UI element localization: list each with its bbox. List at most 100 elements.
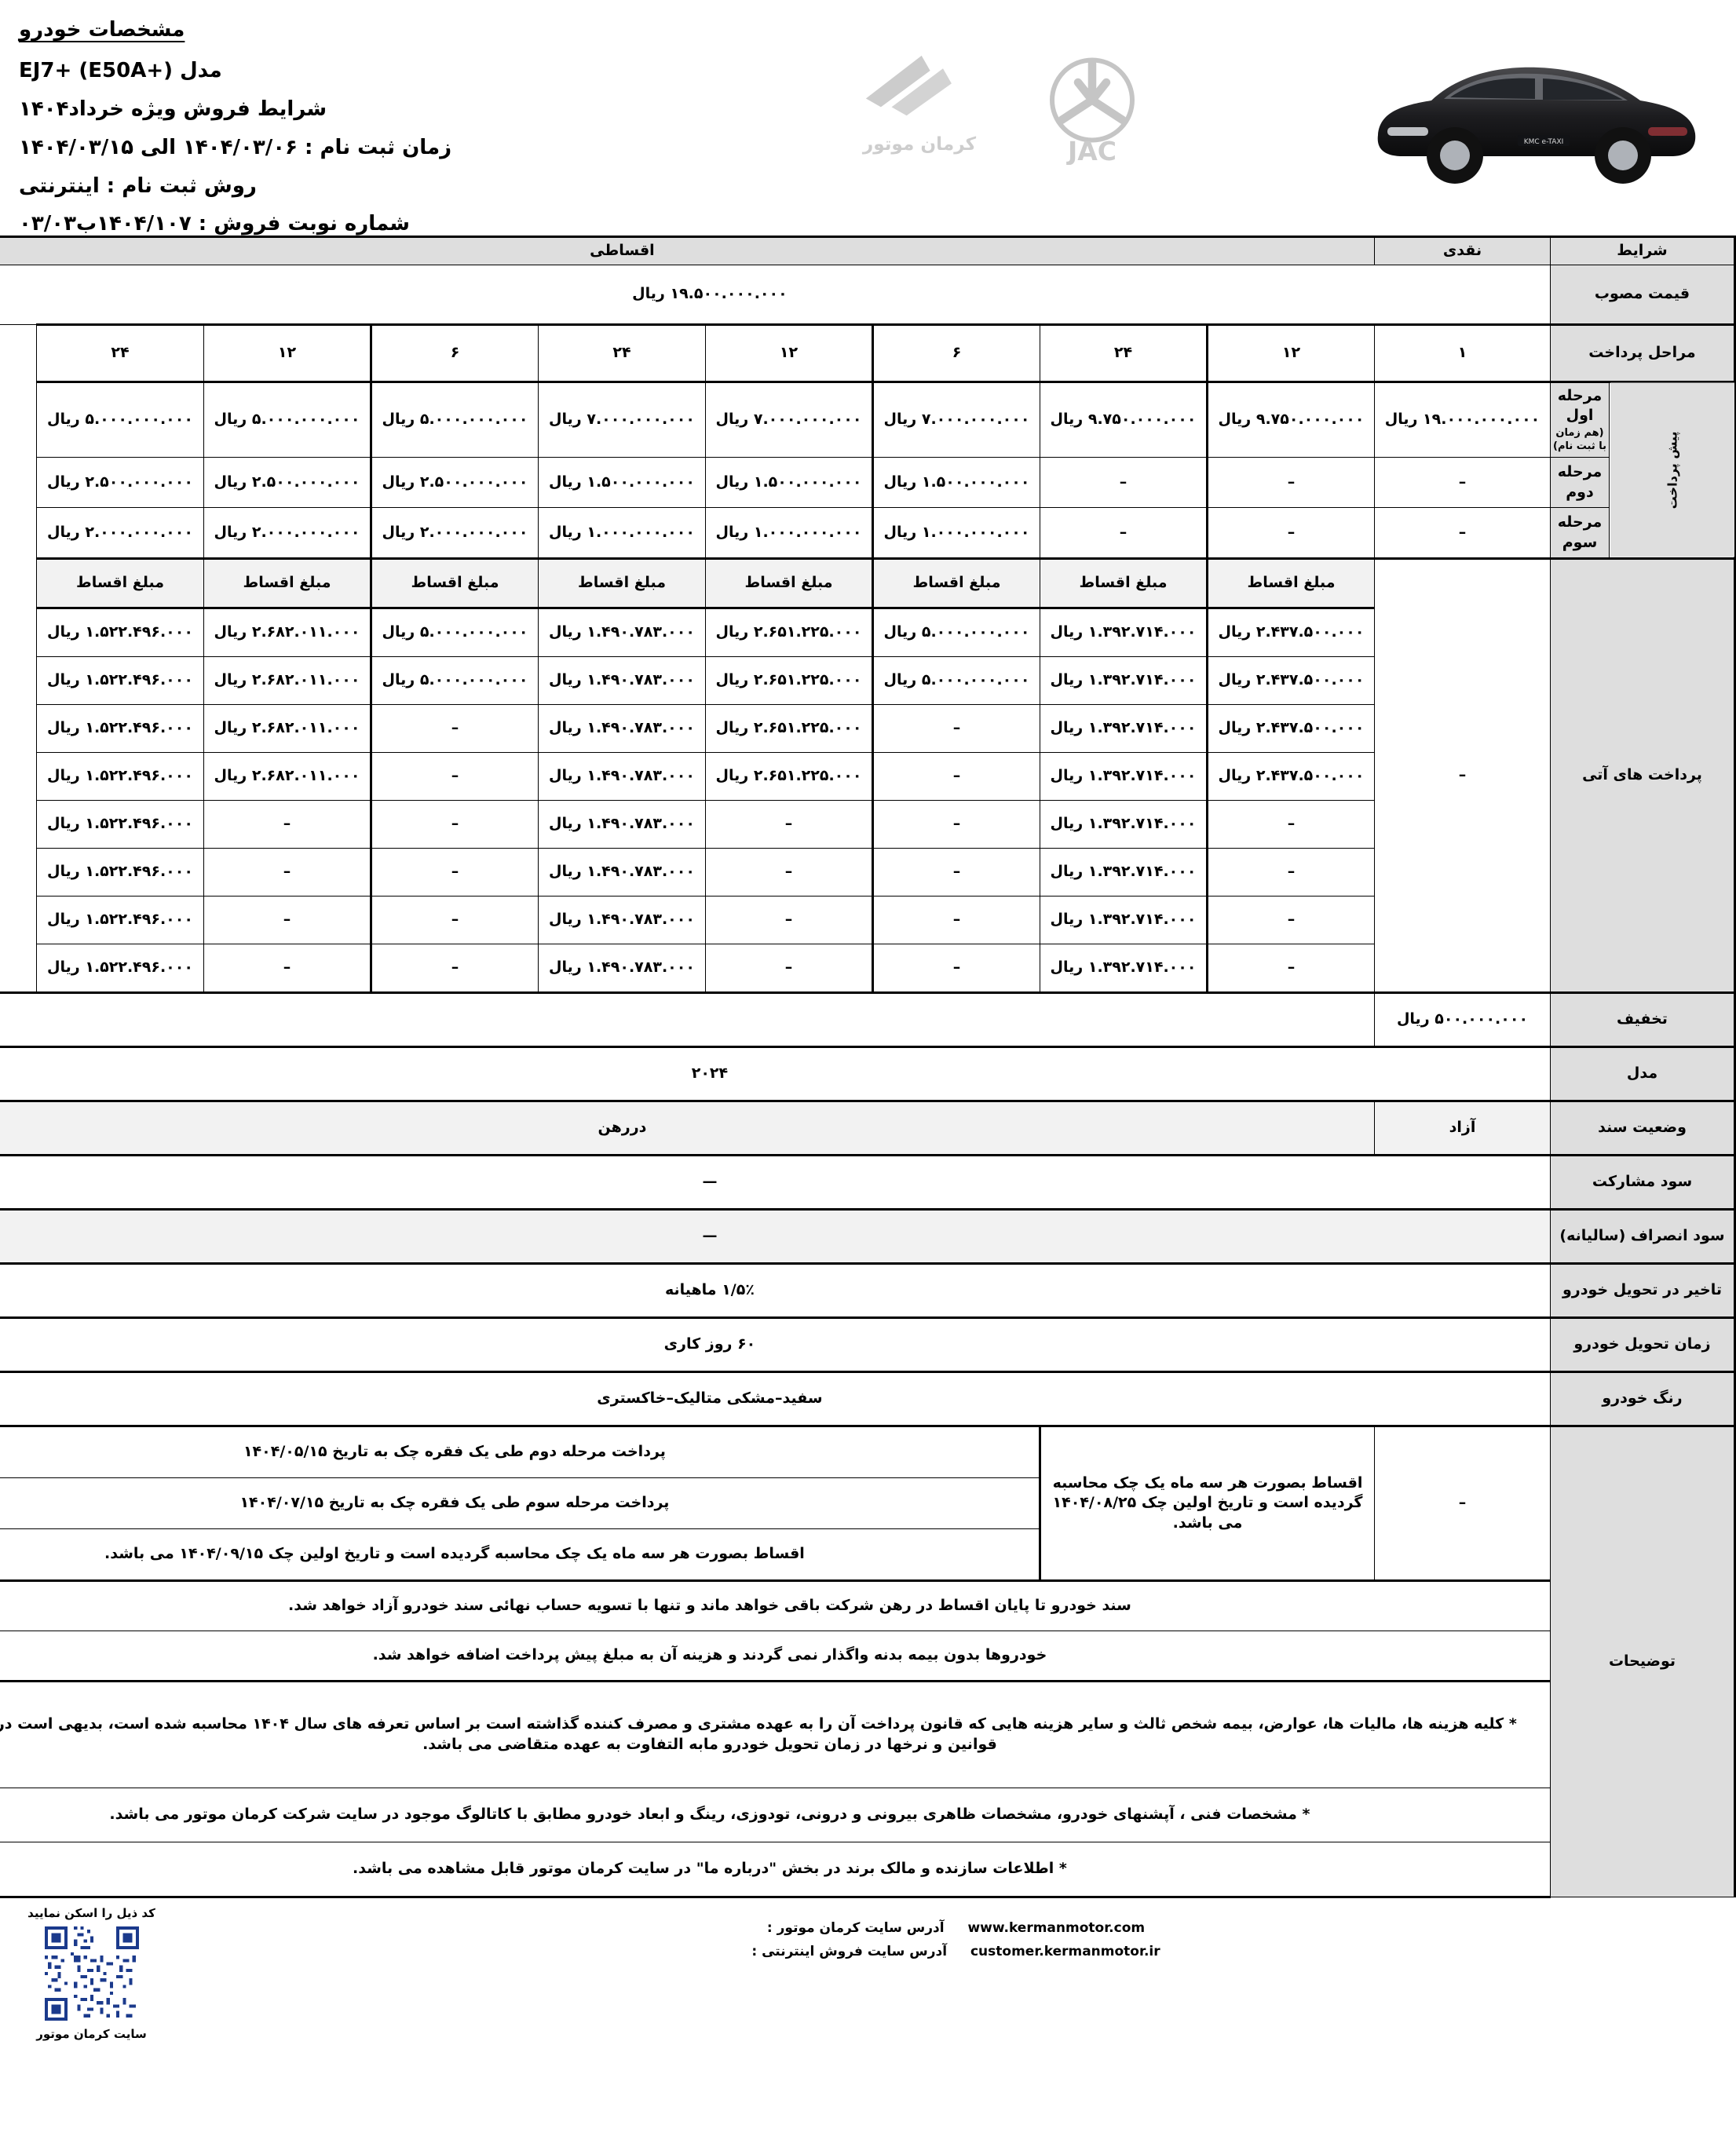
installment-r7-c6: – bbox=[203, 944, 371, 994]
installment-r4-c6: – bbox=[203, 800, 371, 849]
sales-site-url[interactable]: customer.kermanmotor.ir bbox=[970, 1944, 1160, 1960]
stage-three-value-5: ۱.۰۰۰.۰۰۰.۰۰۰ ریال bbox=[538, 507, 706, 560]
installment-r6-c3: – bbox=[705, 896, 873, 945]
installment-r3-c3: ۲.۶۵۱.۲۲۵.۰۰۰ ریال bbox=[705, 752, 873, 802]
label-delivery-time: زمان تحویل خودرو bbox=[1550, 1316, 1736, 1373]
installment-r3-c4: ۱.۴۹۰.۷۸۳.۰۰۰ ریال bbox=[538, 752, 706, 802]
row-car-color: رنگ خودرو سفید–مشکی متالیک–خاکستری bbox=[0, 1371, 1736, 1427]
header-cash: نقدی bbox=[1374, 236, 1551, 265]
installment-r0-c5: ۵.۰۰۰.۰۰۰.۰۰۰ ریال bbox=[370, 607, 539, 658]
stage-one-value-5: ۷.۰۰۰.۰۰۰.۰۰۰ ریال bbox=[538, 380, 706, 458]
installment-row: – ۱.۳۹۲.۷۱۴.۰۰۰ ریال – – ۱.۴۹۰.۷۸۳.۰۰۰ ر… bbox=[0, 848, 1735, 897]
stage-one-value-1: ۹.۷۵۰.۰۰۰.۰۰۰ ریال bbox=[1206, 380, 1375, 458]
row-payment-stages: مراحل پرداخت ۱ ۱۲ ۲۴ ۶ ۱۲ ۲۴ ۶ ۱۲ ۲۴ bbox=[0, 323, 1736, 382]
cancellation-profit-value: — bbox=[0, 1208, 1551, 1265]
installment-r2-c2: – bbox=[872, 704, 1040, 754]
stage-two-value-1: – bbox=[1206, 457, 1375, 509]
installment-r7-c4: ۱.۴۹۰.۷۸۳.۰۰۰ ریال bbox=[538, 944, 706, 994]
model-line: مدل (+E50A) +EJ7 bbox=[19, 58, 222, 82]
stage-two-value-3: ۱.۵۰۰.۰۰۰.۰۰۰ ریال bbox=[872, 457, 1040, 509]
descriptions-full-1: خودروها بدون بیمه بدنه واگذار نمی گردند … bbox=[0, 1631, 1551, 1682]
installment-r4-c4: ۱.۴۹۰.۷۸۳.۰۰۰ ریال bbox=[538, 800, 706, 849]
installment-amount-header-3: مبلغ اقساط bbox=[705, 557, 873, 609]
document-status-cash: آزاد bbox=[1374, 1100, 1551, 1156]
row-stage-one: پیش پرداخت مرحله اول (هم زمان با ثبت نام… bbox=[0, 380, 1735, 559]
installment-r6-c0: – bbox=[1206, 896, 1375, 945]
descriptions-left-1: پرداخت مرحله دوم طی یک فقره چک به تاریخ … bbox=[0, 1425, 1041, 1479]
label-model-year: مدل bbox=[1550, 1046, 1736, 1102]
installment-row: ۲.۴۳۷.۵۰۰.۰۰۰ ریال ۱.۳۹۲.۷۱۴.۰۰۰ ریال – … bbox=[0, 704, 1735, 754]
stage-count-5: ۲۴ bbox=[538, 323, 706, 382]
future-payments-cash-cell: – bbox=[1374, 557, 1551, 994]
installment-amount-header-0: مبلغ اقساط bbox=[1206, 557, 1375, 609]
installment-amount-header-1: مبلغ اقساط bbox=[1040, 557, 1208, 609]
row-descriptions-1: توضیحات – اقساط بصورت هر سه ماه یک چک مح… bbox=[0, 1425, 1736, 1898]
row-participation-profit: سود مشارکت — bbox=[0, 1154, 1736, 1211]
stage-three-value-6: ۲.۰۰۰.۰۰۰.۰۰۰ ریال bbox=[370, 507, 539, 560]
brand-logos: JAC کرمان موتور bbox=[694, 14, 1309, 168]
installment-r5-c5: – bbox=[370, 848, 539, 897]
descriptions-full-4: * اطلاعات سازنده و مالک برند در بخش "درب… bbox=[0, 1842, 1551, 1899]
svg-text:KMC e-TAXI: KMC e-TAXI bbox=[1524, 138, 1564, 146]
installment-r1-c7: ۱.۵۲۲.۴۹۶.۰۰۰ ریال bbox=[36, 656, 204, 706]
installment-r6-c6: – bbox=[203, 896, 371, 945]
sale-conditions-table: شرایط نقدی اقساطی قیمت مصوب ۱۹.۵۰۰.۰۰۰.۰… bbox=[0, 236, 1736, 1899]
installment-row: ۲.۴۳۷.۵۰۰.۰۰۰ ریال ۱.۳۹۲.۷۱۴.۰۰۰ ریال – … bbox=[0, 752, 1735, 802]
stage-two-value-7: ۲.۵۰۰.۰۰۰.۰۰۰ ریال bbox=[203, 457, 371, 509]
stage-two-value-0: – bbox=[1374, 457, 1551, 509]
installment-r0-c6: ۲.۶۸۲.۰۱۱.۰۰۰ ریال bbox=[203, 607, 371, 658]
installment-r1-c0: ۲.۴۳۷.۵۰۰.۰۰۰ ریال bbox=[1206, 656, 1375, 706]
stage-three-value-4: ۱.۰۰۰.۰۰۰.۰۰۰ ریال bbox=[705, 507, 873, 560]
stage-count-6: ۶ bbox=[370, 323, 539, 382]
sale-conditions-line: شرایط فروش ویژه خرداد۱۴۰۴ bbox=[19, 97, 327, 121]
installment-r2-c6: ۲.۶۸۲.۰۱۱.۰۰۰ ریال bbox=[203, 704, 371, 754]
row-descriptions-5: خودروها بدون بیمه بدنه واگذار نمی گردند … bbox=[0, 1631, 1735, 1682]
installment-r2-c4: ۱.۴۹۰.۷۸۳.۰۰۰ ریال bbox=[538, 704, 706, 754]
label-participation-profit: سود مشارکت bbox=[1550, 1154, 1736, 1211]
document-header: مشخصات خودرو مدل (+E50A) +EJ7 شرایط فروش… bbox=[0, 0, 1736, 236]
descriptions-left-2: پرداخت مرحله سوم طی یک فقره چک به تاریخ … bbox=[0, 1477, 1041, 1530]
stage-three-value-3: ۱.۰۰۰.۰۰۰.۰۰۰ ریال bbox=[872, 507, 1040, 560]
installment-r3-c1: ۱.۳۹۲.۷۱۴.۰۰۰ ریال bbox=[1040, 752, 1208, 802]
installment-r0-c3: ۲.۶۵۱.۲۲۵.۰۰۰ ریال bbox=[705, 607, 873, 658]
label-document-status: وضعیت سند bbox=[1550, 1100, 1736, 1156]
installment-amount-header-7: مبلغ اقساط bbox=[36, 557, 204, 609]
qr-caption: کد ذیل را اسکن نمایید bbox=[27, 1906, 155, 1921]
installment-r5-c0: – bbox=[1206, 848, 1375, 897]
row-cancellation-profit: سود انصراف (سالیانه) — bbox=[0, 1208, 1736, 1265]
installment-amount-header-5: مبلغ اقساط bbox=[370, 557, 539, 609]
installment-r2-c1: ۱.۳۹۲.۷۱۴.۰۰۰ ریال bbox=[1040, 704, 1208, 754]
installment-amount-header-6: مبلغ اقساط bbox=[203, 557, 371, 609]
label-cancellation-profit: سود انصراف (سالیانه) bbox=[1550, 1208, 1736, 1265]
stage-one-value-0: ۱۹.۰۰۰.۰۰۰.۰۰۰ ریال bbox=[1374, 380, 1551, 458]
descriptions-right-block: اقساط بصورت هر سه ماه یک چک محاسبه گردید… bbox=[1039, 1425, 1375, 1582]
installment-r1-c1: ۱.۳۹۲.۷۱۴.۰۰۰ ریال bbox=[1040, 656, 1208, 706]
row-descriptions-4: سند خودرو تا پایان اقساط در رهن شرکت باق… bbox=[0, 1579, 1735, 1632]
sale-round-number-line: شماره نوبت فروش : ۱۴۰۴/۱۰۷ب۰۳/۰۳ bbox=[19, 212, 410, 236]
label-stage-one-sub: (هم زمان با ثبت نام) bbox=[1553, 426, 1606, 453]
stage-one-value-6: ۵.۰۰۰.۰۰۰.۰۰۰ ریال bbox=[370, 380, 539, 458]
installment-r1-c5: ۵.۰۰۰.۰۰۰.۰۰۰ ریال bbox=[370, 656, 539, 706]
installment-r1-c2: ۵.۰۰۰.۰۰۰.۰۰۰ ریال bbox=[872, 656, 1040, 706]
qr-code-icon[interactable] bbox=[44, 1926, 139, 2021]
installment-r5-c3: – bbox=[705, 848, 873, 897]
label-stage-one: مرحله اول (هم زمان با ثبت نام) bbox=[1550, 380, 1610, 458]
qr-site-label: سایت کرمان موتور bbox=[36, 2027, 147, 2042]
installment-r6-c1: ۱.۳۹۲.۷۱۴.۰۰۰ ریال bbox=[1040, 896, 1208, 945]
footer-links: www.kermanmotor.com آدرس سایت کرمان موتو… bbox=[170, 1906, 1723, 1967]
installment-r3-c5: – bbox=[370, 752, 539, 802]
stage-count-3: ۶ bbox=[872, 323, 1040, 382]
installment-r4-c7: ۱.۵۲۲.۴۹۶.۰۰۰ ریال bbox=[36, 800, 204, 849]
descriptions-cash-cell: – bbox=[1374, 1425, 1551, 1582]
installment-row: ۲.۴۳۷.۵۰۰.۰۰۰ ریال ۱.۳۹۲.۷۱۴.۰۰۰ ریال ۵.… bbox=[0, 607, 1735, 658]
installment-r5-c1: ۱.۳۹۲.۷۱۴.۰۰۰ ریال bbox=[1040, 848, 1208, 897]
descriptions-full-0: سند خودرو تا پایان اقساط در رهن شرکت باق… bbox=[0, 1579, 1551, 1632]
site-url[interactable]: www.kermanmotor.com bbox=[967, 1920, 1146, 1937]
svg-text:JAC: JAC bbox=[1065, 136, 1116, 165]
installment-r2-c7: ۱.۵۲۲.۴۹۶.۰۰۰ ریال bbox=[36, 704, 204, 754]
stage-three-value-8: ۲.۰۰۰.۰۰۰.۰۰۰ ریال bbox=[36, 507, 204, 560]
label-discount: تخفیف bbox=[1550, 991, 1736, 1048]
stage-two-value-8: ۲.۵۰۰.۰۰۰.۰۰۰ ریال bbox=[36, 457, 204, 509]
installment-r7-c1: ۱.۳۹۲.۷۱۴.۰۰۰ ریال bbox=[1040, 944, 1208, 994]
